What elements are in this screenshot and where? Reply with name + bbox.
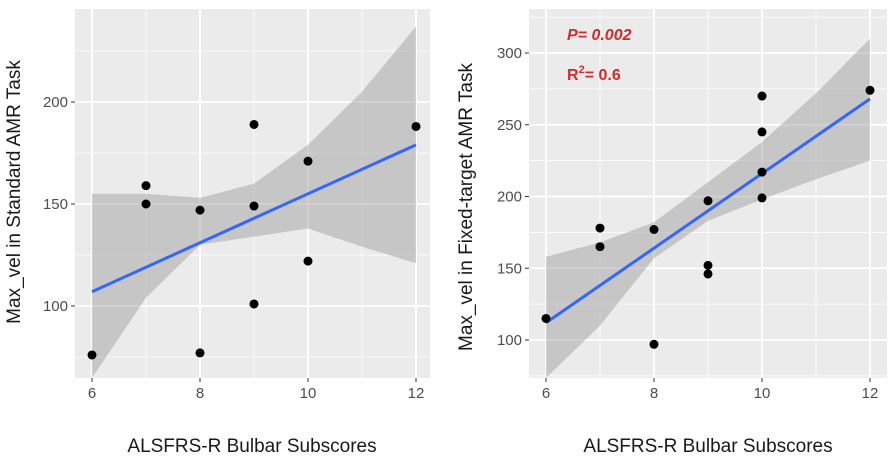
r-squared-annotation: R2= 0.6 [567,64,621,84]
data-point [249,201,259,211]
y-tick-label: 200 [497,189,522,206]
x-axis-title: ALSFRS-R Bulbar Subscores [127,436,376,457]
data-point [541,313,551,323]
x-axis-title: ALSFRS-R Bulbar Subscores [583,436,832,457]
x-tick-label: 10 [754,385,771,402]
axis-ticks: 100 150 200 6 8 10 12 [43,94,424,402]
r-squared-value: = 0.6 [585,67,621,84]
data-point [141,181,151,191]
y-tick-label: 100 [43,298,68,315]
data-points [541,85,875,349]
data-point [649,339,659,349]
data-point [703,196,713,206]
y-tick-label: 250 [497,117,522,134]
data-point [303,256,313,266]
data-point [411,121,421,131]
data-point [703,269,713,279]
data-point [595,242,605,252]
data-point [195,205,205,215]
axis-ticks: 100 150 200 250 300 6 8 10 12 [497,45,878,402]
data-point [757,167,767,177]
y-tick-label: 150 [497,260,522,277]
grid-lines [75,9,430,378]
data-point [757,193,767,203]
y-tick-label: 300 [497,45,522,62]
r-squared-superscript: 2 [579,64,585,76]
y-tick-label: 100 [497,332,522,349]
regression-line [545,97,871,325]
y-tick-label: 150 [43,196,68,213]
confidence-band [546,38,870,378]
data-point [303,156,313,166]
data-point [757,91,767,101]
regression-line [91,143,417,294]
data-points [87,119,421,360]
data-point [703,260,713,270]
data-point [757,127,767,137]
data-point [595,223,605,233]
x-tick-label: 8 [196,385,204,402]
data-point [249,299,259,309]
data-point [141,199,151,209]
r-squared-base: R [567,67,579,84]
data-point [649,225,659,235]
x-tick-label: 12 [862,385,879,402]
x-tick-label: 6 [88,385,96,402]
x-tick-label: 10 [300,385,317,402]
data-point [87,350,97,360]
chart-right: 100 150 200 250 300 6 8 10 12 P= 0.002 R2= 0.6 A… [456,9,887,457]
x-tick-label: 12 [408,385,425,402]
y-axis-title: Max_vel in Standard AMR Task [4,60,25,324]
data-point [249,119,259,129]
chart-left: 100 150 200 6 8 10 12 ALSFRS-R Bulbar Subscore… [4,9,430,457]
x-tick-label: 6 [542,385,550,402]
plot-panel [75,9,430,378]
x-tick-label: 8 [650,385,658,402]
y-tick-label: 200 [43,94,68,111]
y-axis-title: Max_vel in Fixed-target AMR Task [456,63,477,351]
data-point [195,348,205,358]
p-value-annotation: P= 0.002 [567,27,632,44]
data-point [865,85,875,95]
